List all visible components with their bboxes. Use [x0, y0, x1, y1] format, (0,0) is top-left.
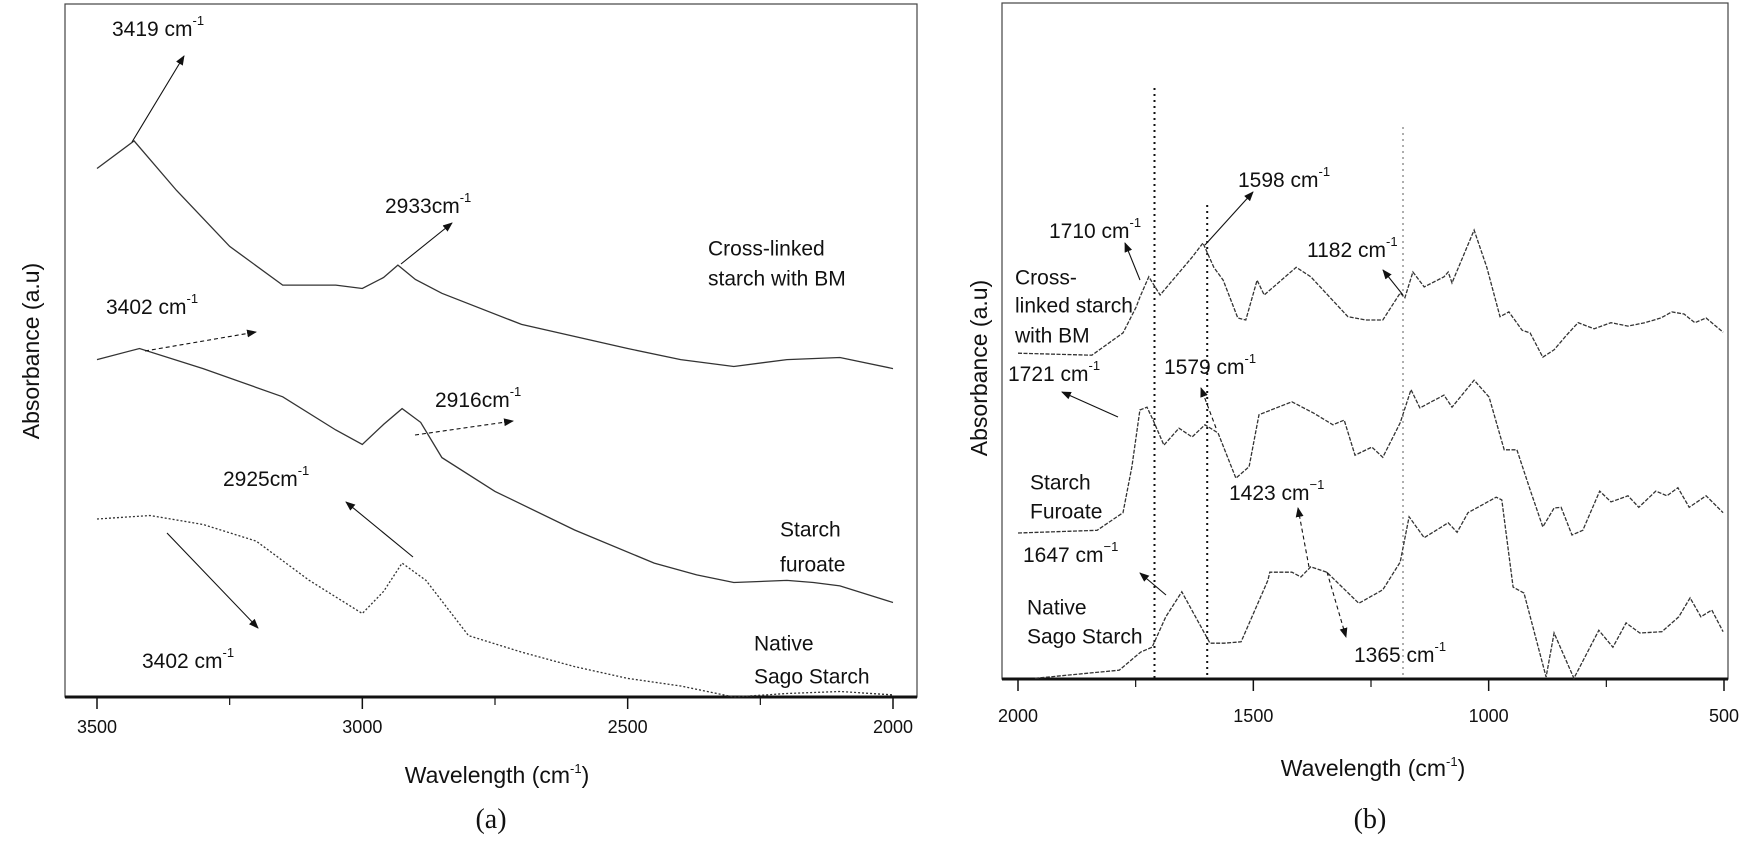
chart-panel-a: 3500 3000 2500 2000 Wavelength (cm-1) Absorba… [18, 3, 918, 835]
peak-annotation: 3402 cm-1 [106, 291, 198, 319]
annotation-arrow [166, 532, 259, 629]
series-label: Starch [780, 519, 841, 542]
peak-annotation: 1598 cm-1 [1238, 164, 1330, 192]
annotation-arrow [345, 501, 414, 558]
peak-annotation: 1710 cm-1 [1049, 215, 1141, 243]
peak-annotation: 2916cm-1 [435, 384, 521, 412]
series-label: furoate [780, 554, 845, 577]
annotation-arrow [144, 329, 257, 352]
series-line-cross-linked-starch-with-bm [1017, 228, 1724, 359]
annotation-arrow [400, 222, 453, 265]
series-label: Native [1027, 597, 1087, 620]
annotation-arrow [1204, 191, 1254, 246]
peak-annotation: 1579 cm-1 [1164, 351, 1256, 379]
panel-caption: (b) [1354, 804, 1387, 835]
series-label: linked starch [1015, 295, 1133, 318]
peak-annotation: 1365 cm-1 [1354, 639, 1446, 667]
annotation-arrow [131, 55, 185, 143]
peak-annotation: 3419 cm-1 [112, 13, 204, 41]
y-axis-label: Absorbance (a.u) [966, 280, 992, 456]
x-tick-label: 3500 [77, 717, 117, 737]
chart-panel-b: 2000 1500 1000 500 Wavelength (cm-1) Absorban… [966, 2, 1739, 835]
x-axis-label: Wavelength (cm-1) [1281, 754, 1466, 781]
y-axis-label: Absorbance (a.u) [18, 263, 44, 439]
series-label: Sago Starch [754, 666, 870, 689]
x-tick-label: 2000 [873, 717, 913, 737]
series-line-starch-furoate [96, 347, 894, 604]
x-tick-label: 1500 [1233, 706, 1273, 726]
panel-caption: (a) [475, 804, 506, 835]
peak-annotation: 2925cm-1 [223, 463, 309, 491]
annotation-arrow [1200, 387, 1217, 429]
series-label: Sago Starch [1027, 626, 1143, 649]
x-axis-label: Wavelength (cm-1) [405, 761, 590, 788]
series-label: Cross- [1015, 267, 1077, 290]
series-label: with BM [1014, 325, 1090, 348]
x-tick-label: 3000 [342, 717, 382, 737]
annotation-arrow [1382, 269, 1404, 296]
series-line-cross-linked-starch-with-bm [96, 140, 894, 370]
peak-annotation: 1721 cm-1 [1008, 358, 1100, 386]
annotation-arrow [1139, 572, 1167, 596]
series-line-starch-furoate [1017, 379, 1724, 536]
series-label: Starch [1030, 472, 1091, 495]
plot-frame [64, 3, 918, 698]
peak-annotation: 1423 cm−1 [1229, 477, 1324, 505]
plot-frame [1001, 2, 1729, 680]
series-label: Native [754, 633, 814, 656]
x-tick-label: 1000 [1469, 706, 1509, 726]
peak-annotation: 1182 cm-1 [1307, 234, 1398, 262]
x-tick-label: 500 [1709, 706, 1739, 726]
peak-annotation: 1647 cm−1 [1023, 539, 1118, 567]
annotation-arrow [1124, 242, 1141, 281]
series-line-native-sago-starch [1034, 496, 1724, 680]
peak-annotation: 2933cm-1 [385, 190, 471, 218]
series-label: starch with BM [708, 268, 846, 291]
annotation-arrow [414, 418, 514, 436]
annotation-arrow [1061, 391, 1119, 418]
series-label: Furoate [1030, 501, 1102, 524]
x-tick-label: 2500 [608, 717, 648, 737]
annotation-arrow [1295, 507, 1310, 568]
x-tick-label: 2000 [998, 706, 1038, 726]
annotation-arrow [1326, 571, 1348, 638]
peak-annotation: 3402 cm-1 [142, 645, 234, 673]
series-label: Cross-linked [708, 238, 825, 261]
